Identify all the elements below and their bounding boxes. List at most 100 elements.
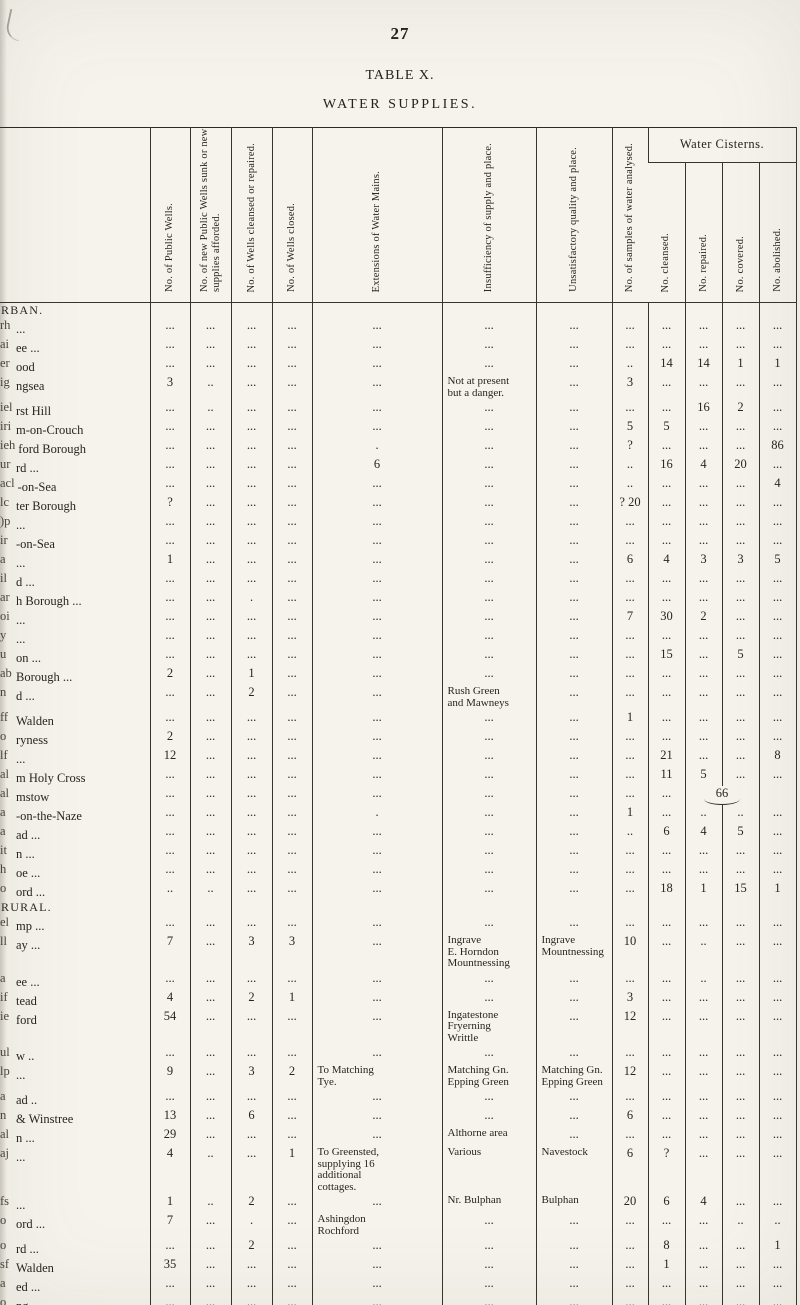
data-cell: 6	[611, 1108, 648, 1127]
data-cell: 14	[647, 356, 685, 375]
data-cell: ...	[189, 786, 231, 805]
column-header: No. of Wells closed.	[271, 127, 312, 303]
data-cell: ...	[684, 318, 722, 337]
data-cell: ...	[758, 571, 797, 590]
row-label: aed ...	[0, 1276, 150, 1295]
data-cell: ...	[189, 571, 231, 590]
row-label: ulw ..	[0, 1045, 150, 1064]
data-cell: ...	[189, 1238, 231, 1257]
data-cell: ...	[535, 571, 612, 590]
water-cisterns-group-header: Water Cisterns.	[647, 127, 797, 163]
row-label: ffWalden	[0, 710, 150, 729]
data-cell: ...	[611, 647, 648, 666]
row-label: lf...	[0, 748, 150, 767]
data-cell: ...	[758, 318, 797, 337]
data-cell: 5	[684, 767, 722, 786]
column-header-text: No. repaired.	[697, 234, 709, 292]
water-supplies-table: No. of Public Wells. No. of new Public We…	[0, 127, 797, 1305]
data-cell: ...	[758, 934, 797, 971]
row-label: a...	[0, 552, 150, 571]
data-cell: ...	[611, 1295, 648, 1305]
table-label: TABLE X.	[365, 68, 435, 83]
data-cell: ...	[441, 337, 536, 356]
row-label-text: ad ..	[16, 1093, 38, 1107]
data-cell: ...	[271, 533, 312, 552]
data-cell: ...	[535, 685, 612, 710]
row-label: urrd ...	[0, 457, 150, 476]
data-cell: ...	[441, 318, 536, 337]
data-cell: ...	[149, 647, 190, 666]
row-label-text: n ...	[16, 847, 35, 861]
data-cell: ...	[611, 685, 648, 710]
data-cell: ...	[721, 1008, 759, 1045]
data-cell: ...	[647, 843, 685, 862]
row-label: oord ...	[0, 881, 150, 900]
data-cell: ...	[230, 710, 272, 729]
data-cell: ...	[271, 375, 312, 400]
data-cell: ...	[189, 514, 231, 533]
table-body: RBAN.rh.................................…	[0, 302, 797, 1305]
data-cell: ...	[271, 1194, 312, 1213]
data-cell: 2	[230, 1238, 272, 1257]
row-label: ild ...	[0, 571, 150, 590]
data-cell: ...	[721, 1127, 759, 1146]
data-cell: ...	[441, 495, 536, 514]
data-cell: ...	[535, 1089, 612, 1108]
data-cell: 4	[647, 552, 685, 571]
data-cell: ..	[684, 934, 722, 971]
row-label-fragment: o	[0, 1295, 13, 1305]
data-cell: ...	[189, 552, 231, 571]
row-label-column-header	[0, 127, 150, 303]
table-row: itn ....................................…	[0, 843, 797, 862]
data-cell: ...	[758, 495, 797, 514]
data-cell: ...	[758, 685, 797, 710]
row-label: llay ...	[0, 934, 150, 971]
empty-cell	[611, 302, 648, 318]
empty-cell	[189, 302, 231, 318]
data-cell: ...	[684, 843, 722, 862]
table-row: aad ....................................…	[0, 1089, 797, 1108]
data-cell: ...	[149, 1089, 190, 1108]
data-cell: ...	[149, 1238, 190, 1257]
data-cell: ...	[684, 1089, 722, 1108]
data-cell: ...	[441, 1089, 536, 1108]
data-cell: To Greensted, supplying 16 additional co…	[311, 1146, 442, 1194]
table-header: No. of Public Wells. No. of new Public We…	[0, 127, 797, 304]
data-cell: Matching Gn. Epping Green	[441, 1064, 536, 1089]
data-cell: ...	[189, 533, 231, 552]
data-cell: ..	[758, 1213, 797, 1238]
data-cell: ?	[611, 438, 648, 457]
data-cell: ...	[311, 710, 442, 729]
data-cell: ...	[758, 970, 797, 990]
data-cell: ...	[441, 571, 536, 590]
data-cell: 2	[271, 1064, 312, 1089]
data-cell: ...	[684, 1108, 722, 1127]
data-cell: 2	[230, 685, 272, 710]
row-label-fragment: ur	[0, 457, 13, 472]
row-label-fragment: it	[0, 843, 13, 858]
data-cell: 1	[230, 666, 272, 685]
section-heading-row: RBAN.	[0, 302, 797, 318]
data-cell: ...	[441, 805, 536, 824]
data-cell: ?	[149, 495, 190, 514]
data-cell: ...	[189, 1276, 231, 1295]
data-cell: ...	[647, 1008, 685, 1045]
data-cell: ...	[230, 647, 272, 666]
data-cell: ...	[189, 748, 231, 767]
data-cell: ..	[684, 970, 722, 990]
data-cell: ...	[758, 1276, 797, 1295]
row-label: ielrst Hill	[0, 400, 150, 419]
data-cell: ...	[535, 457, 612, 476]
row-label-text: ford Borough	[18, 442, 86, 456]
data-cell: ...	[721, 590, 759, 609]
data-cell: ...	[189, 457, 231, 476]
data-cell: ...	[230, 533, 272, 552]
data-cell: ...	[647, 710, 685, 729]
data-cell: ...	[189, 1089, 231, 1108]
data-cell: ...	[441, 1045, 536, 1064]
row-label: erood	[0, 356, 150, 375]
table-row: irim-on-Crouch.....................55...…	[0, 419, 797, 438]
data-cell: ...	[441, 881, 536, 900]
data-cell: ...	[535, 609, 612, 628]
data-cell: ...	[189, 318, 231, 337]
